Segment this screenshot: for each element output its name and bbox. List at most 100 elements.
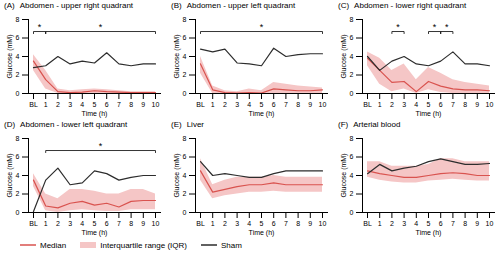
svg-text:1: 1 [44, 101, 48, 108]
svg-text:7: 7 [451, 220, 455, 227]
svg-text:7: 7 [117, 101, 121, 108]
svg-text:4: 4 [414, 220, 418, 227]
svg-text:*: * [445, 22, 449, 32]
svg-text:3: 3 [235, 220, 239, 227]
svg-text:9: 9 [308, 101, 312, 108]
svg-text:1: 1 [44, 220, 48, 227]
svg-text:Glucose (mM): Glucose (mM) [6, 35, 14, 79]
svg-text:8: 8 [350, 135, 354, 142]
svg-text:BL: BL [29, 101, 38, 108]
svg-text:8: 8 [296, 101, 300, 108]
svg-text:2: 2 [183, 71, 187, 78]
svg-text:Glucose (mM): Glucose (mM) [173, 154, 181, 198]
svg-text:8: 8 [350, 16, 354, 23]
svg-text:*: * [260, 22, 264, 32]
svg-text:8: 8 [463, 220, 467, 227]
svg-text:6: 6 [105, 101, 109, 108]
svg-text:6: 6 [272, 220, 276, 227]
svg-text:Time (h): Time (h) [416, 229, 442, 237]
svg-text:5: 5 [260, 101, 264, 108]
svg-text:2: 2 [16, 71, 20, 78]
svg-text:2: 2 [16, 190, 20, 197]
svg-text:9: 9 [475, 220, 479, 227]
svg-text:5: 5 [93, 220, 97, 227]
svg-text:3: 3 [235, 101, 239, 108]
svg-text:2: 2 [183, 190, 187, 197]
svg-text:7: 7 [284, 220, 288, 227]
svg-text:0: 0 [16, 209, 20, 216]
svg-text:1: 1 [378, 101, 382, 108]
svg-text:9: 9 [475, 101, 479, 108]
svg-text:BL: BL [363, 101, 372, 108]
svg-text:4: 4 [16, 172, 20, 179]
svg-text:3: 3 [402, 101, 406, 108]
svg-text:7: 7 [451, 101, 455, 108]
svg-text:9: 9 [141, 101, 145, 108]
svg-text:10: 10 [486, 220, 494, 227]
svg-text:BL: BL [196, 101, 205, 108]
svg-text:Time (h): Time (h) [82, 110, 108, 118]
svg-text:4: 4 [414, 101, 418, 108]
svg-text:2: 2 [390, 220, 394, 227]
svg-text:6: 6 [16, 34, 20, 41]
svg-text:0: 0 [16, 90, 20, 97]
svg-text:8: 8 [16, 16, 20, 23]
svg-text:10: 10 [152, 101, 160, 108]
svg-text:2: 2 [56, 101, 60, 108]
svg-text:4: 4 [350, 172, 354, 179]
svg-text:6: 6 [350, 34, 354, 41]
svg-text:2: 2 [223, 220, 227, 227]
svg-text:4: 4 [80, 101, 84, 108]
svg-text:Glucose (mM): Glucose (mM) [340, 154, 348, 198]
svg-text:10: 10 [486, 101, 494, 108]
svg-text:10: 10 [319, 220, 327, 227]
svg-text:0: 0 [183, 209, 187, 216]
svg-text:7: 7 [117, 220, 121, 227]
svg-text:0: 0 [183, 90, 187, 97]
svg-text:4: 4 [80, 220, 84, 227]
svg-text:4: 4 [247, 101, 251, 108]
svg-text:BL: BL [29, 220, 38, 227]
svg-text:6: 6 [439, 220, 443, 227]
svg-text:7: 7 [284, 101, 288, 108]
svg-text:8: 8 [183, 135, 187, 142]
svg-text:8: 8 [463, 101, 467, 108]
svg-text:3: 3 [68, 220, 72, 227]
svg-text:6: 6 [439, 101, 443, 108]
svg-text:8: 8 [16, 135, 20, 142]
svg-text:6: 6 [183, 34, 187, 41]
svg-text:Glucose (mM): Glucose (mM) [173, 35, 181, 79]
svg-text:4: 4 [183, 53, 187, 60]
svg-text:4: 4 [350, 53, 354, 60]
svg-text:9: 9 [308, 220, 312, 227]
svg-text:6: 6 [16, 153, 20, 160]
svg-text:4: 4 [183, 172, 187, 179]
svg-text:4: 4 [247, 220, 251, 227]
svg-text:*: * [38, 22, 42, 32]
svg-text:10: 10 [152, 220, 160, 227]
svg-text:BL: BL [196, 220, 205, 227]
svg-text:BL: BL [363, 220, 372, 227]
svg-text:*: * [99, 141, 103, 151]
svg-text:5: 5 [93, 101, 97, 108]
svg-text:2: 2 [223, 101, 227, 108]
svg-text:8: 8 [129, 101, 133, 108]
svg-text:1: 1 [211, 101, 215, 108]
svg-text:3: 3 [68, 101, 72, 108]
svg-text:Glucose (mM): Glucose (mM) [6, 154, 14, 198]
svg-text:1: 1 [211, 220, 215, 227]
svg-text:Time (h): Time (h) [82, 229, 108, 237]
svg-text:9: 9 [141, 220, 145, 227]
svg-text:6: 6 [350, 153, 354, 160]
svg-text:8: 8 [129, 220, 133, 227]
svg-text:Glucose (mM): Glucose (mM) [340, 35, 348, 79]
svg-text:0: 0 [350, 90, 354, 97]
svg-text:6: 6 [183, 153, 187, 160]
svg-text:*: * [99, 22, 103, 32]
svg-text:6: 6 [105, 220, 109, 227]
svg-text:0: 0 [350, 209, 354, 216]
svg-text:Time (h): Time (h) [249, 110, 275, 118]
svg-text:2: 2 [350, 71, 354, 78]
svg-text:2: 2 [350, 190, 354, 197]
svg-text:10: 10 [319, 101, 327, 108]
